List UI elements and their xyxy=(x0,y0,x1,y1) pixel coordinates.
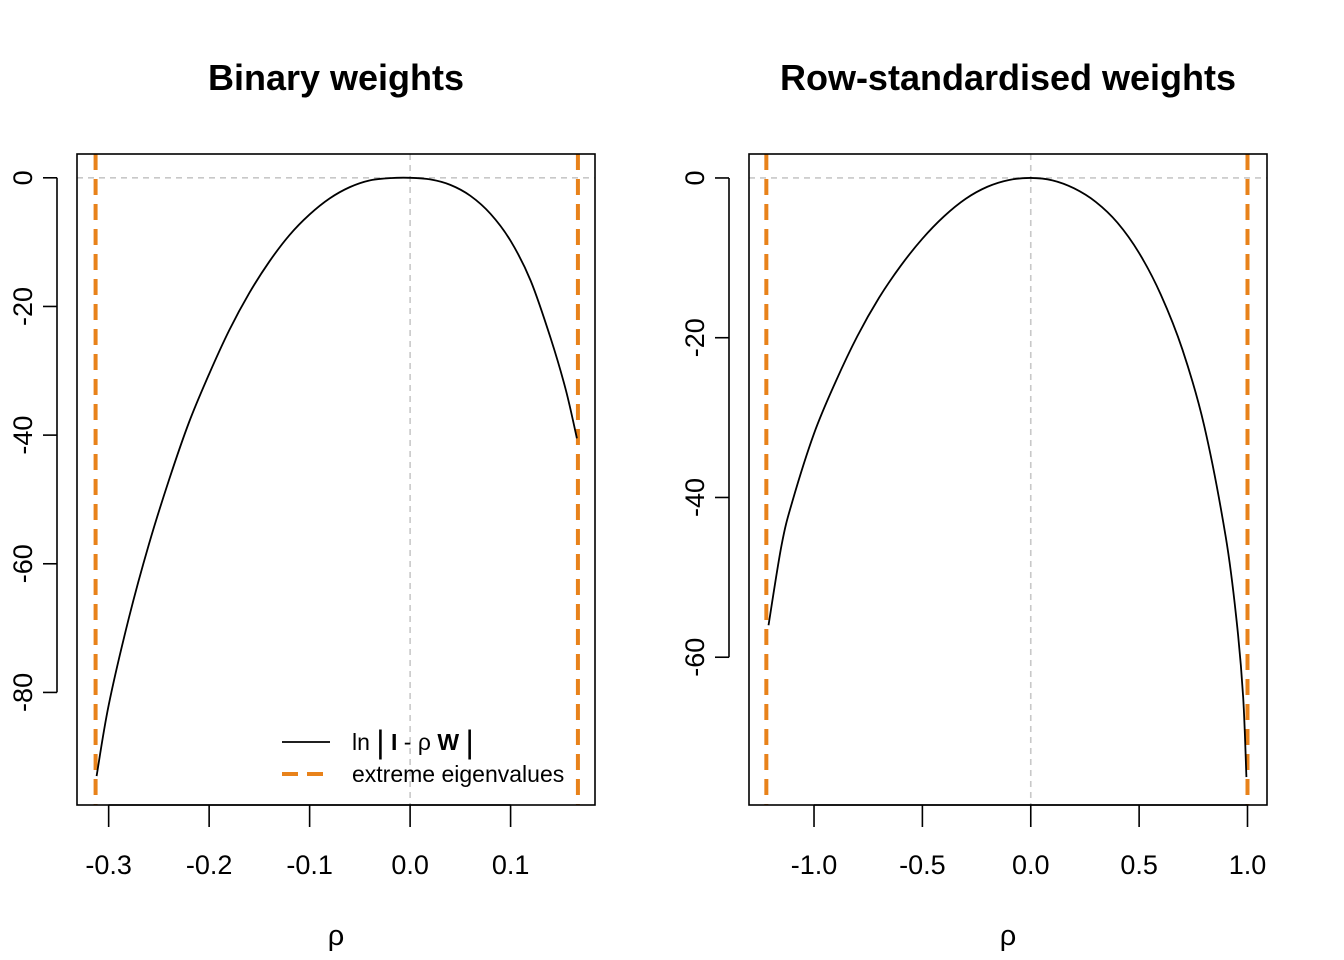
y-axis: 0 -20 -40 -60 -80 xyxy=(8,170,58,712)
x-tick-label: -0.1 xyxy=(286,850,333,880)
panel-title: Binary weights xyxy=(208,57,464,98)
y-tick-label: -60 xyxy=(680,638,710,677)
x-tick-label: -0.5 xyxy=(899,850,946,880)
log-determinant-curve xyxy=(95,176,578,777)
x-tick-label: -0.2 xyxy=(186,850,233,880)
y-tick-label: -40 xyxy=(8,416,38,455)
x-axis: -1.0 -0.5 0.0 0.5 1.0 xyxy=(791,804,1267,880)
plot-frame xyxy=(748,153,1268,806)
x-tick-label: 0.1 xyxy=(492,850,530,880)
row-standardised-weights-panel: Row-standardised weights 0 -20 -40 -60 -1.0… xyxy=(680,57,1268,952)
y-tick-label: 0 xyxy=(8,170,38,185)
y-axis: 0 -20 -40 -60 xyxy=(680,170,730,677)
x-axis: -0.3 -0.2 -0.1 0.0 0.1 xyxy=(85,804,530,880)
x-tick-label: -1.0 xyxy=(791,850,838,880)
log-determinant-curve xyxy=(767,177,1248,778)
x-axis-label: ρ xyxy=(1000,920,1017,952)
y-tick-label: -20 xyxy=(680,318,710,357)
x-tick-label: 0.0 xyxy=(391,850,429,880)
x-tick-label: 1.0 xyxy=(1229,850,1267,880)
x-tick-label: 0.0 xyxy=(1012,850,1050,880)
y-tick-label: -20 xyxy=(8,287,38,326)
y-tick-label: -80 xyxy=(8,673,38,712)
x-axis-label: ρ xyxy=(328,920,345,952)
legend-label-eigenvalues: extreme eigenvalues xyxy=(352,761,564,787)
legend-label-curve: ln | I - ρ W | xyxy=(352,724,474,760)
panel-title: Row-standardised weights xyxy=(780,57,1236,98)
y-tick-label: -60 xyxy=(8,544,38,583)
y-tick-label: -40 xyxy=(680,478,710,517)
x-tick-label: 0.5 xyxy=(1120,850,1158,880)
binary-weights-panel: Binary weights 0-20-40-60-80 -0.3 -0.2 -0.… xyxy=(8,57,596,952)
legend: ln | I - ρ W | extreme eigenvalues xyxy=(282,724,564,787)
y-tick-label: 0 xyxy=(680,170,710,185)
x-tick-label: -0.3 xyxy=(85,850,132,880)
